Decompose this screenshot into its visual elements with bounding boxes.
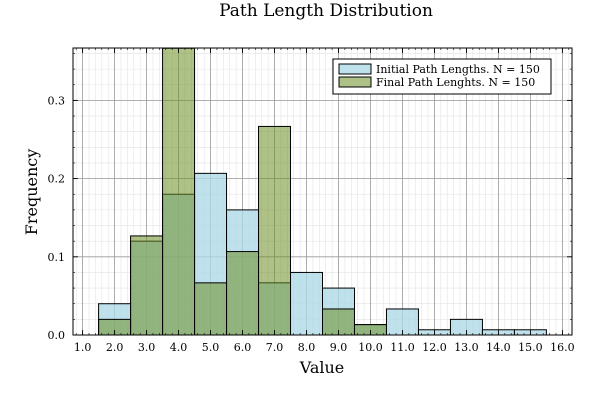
y-tick-label: 0.1 [48,251,66,264]
y-tick-label: 0.2 [48,173,66,186]
x-tick-label: 3.0 [138,341,156,354]
bar-initial [290,271,323,336]
chart-title: Path Length Distribution [219,1,433,21]
x-tick-label: 4.0 [170,341,188,354]
x-tick-label: 6.0 [234,341,252,354]
x-tick-label: 16.0 [550,341,575,354]
y-tick-labels: 0.0 0.1 0.2 0.3 [48,94,66,342]
x-tick-label: 15.0 [518,341,543,354]
x-axis-label: Value [299,358,345,377]
bar-final [226,251,260,336]
bar-final [162,47,196,336]
bar-final [258,125,292,336]
y-tick-label: 0.3 [48,94,66,107]
x-tick-label: 5.0 [202,341,220,354]
plot-frame [72,47,573,336]
x-tick-label: 9.0 [330,341,348,354]
x-tick-labels: 1.0 2.0 3.0 4.0 5.0 6.0 7.0 8.0 9.0 10.0 11.0 12.0 1… [74,341,575,354]
x-tick-label: 10.0 [358,341,383,354]
legend-label: Final Path Lenghts. N = 150 [376,76,535,89]
bar-final [194,282,228,336]
x-tick-label: 1.0 [74,341,92,354]
y-axis-label: Frequency [22,149,41,236]
x-tick-label: 13.0 [454,341,479,354]
legend-swatch [338,76,372,88]
bar-final [130,235,164,336]
final-series-bars [98,47,387,336]
x-tick-label: 8.0 [298,341,316,354]
legend-label: Initial Path Lengths. N = 150 [376,63,540,76]
x-tick-label: 2.0 [106,341,124,354]
x-tick-label: 11.0 [390,341,415,354]
x-tick-label: 7.0 [266,341,284,354]
x-tick-label: 12.0 [422,341,447,354]
legend-swatch [338,63,372,75]
y-tick-label: 0.0 [48,329,66,342]
x-tick-label: 14.0 [486,341,511,354]
